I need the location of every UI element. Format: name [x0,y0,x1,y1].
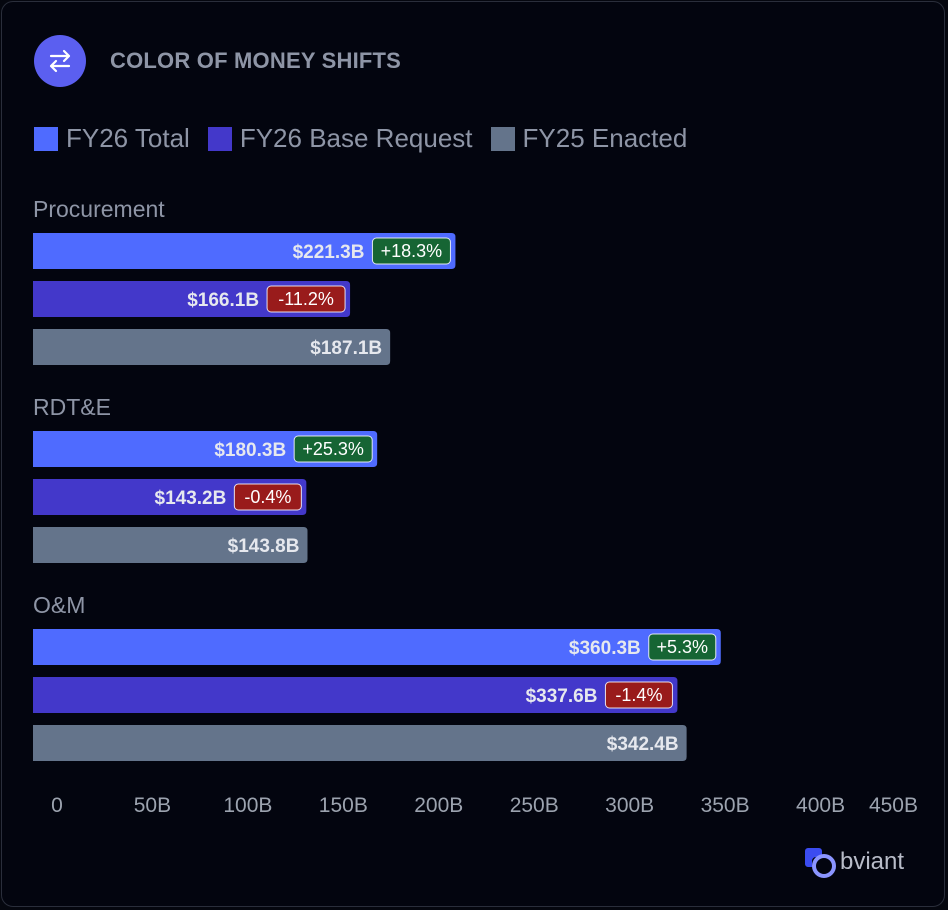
swap-arrows-icon [34,35,86,87]
change-badge [293,435,373,463]
bar-value-label: $180.3B [214,440,286,461]
legend-label: FY25 Enacted [522,123,688,153]
bar-value-label: $337.6B [526,686,598,707]
x-tick-label: 250B [510,794,559,817]
change-badge [371,237,451,265]
x-tick-label: 350B [701,794,750,817]
bar-value-label: $221.3B [293,242,365,263]
legend-swatch [207,126,232,151]
bar [33,725,687,761]
change-badge-label: +25.3% [302,439,364,459]
legend-label: FY26 Total [66,123,190,153]
chart-legend: FY26 Total FY26 Base Request FY25 Enacte… [34,123,705,154]
brand-logo: bviant [804,844,904,880]
change-badge-label: -1.4% [615,685,662,705]
category-label: Procurement [33,196,165,222]
legend-label: FY26 Base Request [239,123,473,153]
bar [33,431,378,467]
brand-name: bviant [840,848,905,875]
change-badge [266,285,346,313]
bar [33,527,308,563]
x-tick-label: 400B [796,794,845,817]
category-label: RDT&E [33,394,111,420]
bar [33,629,721,665]
change-badge-label: -0.4% [244,487,291,507]
change-badge-label: +18.3% [381,241,443,261]
x-tick-label: 0 [51,794,63,817]
legend-item-fy26-total[interactable]: FY26 Total [34,123,190,154]
x-tick-label: 100B [223,794,272,817]
legend-swatch [34,126,58,151]
change-badge [233,483,302,511]
bar-value-label: $360.3B [569,638,641,659]
bar [33,233,456,269]
legend-item-fy26-base[interactable]: FY26 Base Request [207,123,473,154]
card-header: COLOR OF MONEY SHIFTS [34,35,401,87]
chart-title: COLOR OF MONEY SHIFTS [110,48,402,73]
obviant-logo-icon [805,848,836,878]
bar [33,329,391,365]
change-badge [604,681,673,709]
x-tick-label: 450B [869,794,918,817]
x-tick-label: 300B [605,794,654,817]
bar-value-label: $187.1B [310,338,382,359]
bar-value-label: $143.2B [155,488,227,509]
bar [33,677,678,713]
bar-value-label: $166.1B [187,290,259,311]
change-badge-label: -11.2% [278,289,334,309]
bar-value-label: $143.8B [228,536,300,557]
x-tick-label: 150B [319,794,368,817]
legend-swatch [490,126,515,151]
change-badge [648,633,717,661]
x-tick-label: 50B [134,794,171,817]
category-label: O&M [33,592,85,618]
legend-item-fy25-enacted[interactable]: FY25 Enacted [490,123,688,154]
bar-value-label: $342.4B [607,734,679,755]
change-badge-label: +5.3% [656,637,708,657]
x-tick-label: 200B [414,794,463,817]
